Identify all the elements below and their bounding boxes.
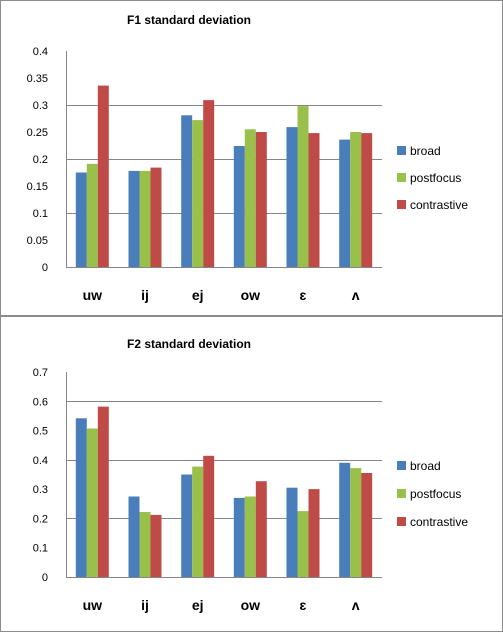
bar-postfocus-4 xyxy=(244,496,256,577)
bar-contrastive-6 xyxy=(361,473,373,577)
bar-postfocus-6 xyxy=(350,132,362,267)
legend-swatch-contrastive xyxy=(397,200,406,209)
bar-contrastive-4 xyxy=(255,132,267,267)
legend-label-postfocus: postfocus xyxy=(410,171,461,185)
bar-broad-3 xyxy=(181,474,193,577)
bar-postfocus-3 xyxy=(192,120,204,267)
bar-postfocus-6 xyxy=(350,468,362,577)
y-tick-label: 0 xyxy=(42,262,48,274)
bar-broad-6 xyxy=(339,139,351,267)
y-tick-label: 0.2 xyxy=(33,513,48,525)
legend: broad postfocus contrastive xyxy=(397,144,468,212)
bar-broad-3 xyxy=(181,115,193,267)
bar-broad-2 xyxy=(128,170,140,267)
bar-contrastive-1 xyxy=(97,406,109,577)
legend-swatch-postfocus xyxy=(397,489,406,498)
y-tick-label: 0.4 xyxy=(33,46,48,58)
y-tick-label: 0.35 xyxy=(27,73,48,85)
legend: broad postfocus contrastive xyxy=(397,459,468,529)
bar-broad-4 xyxy=(233,497,245,577)
bar-postfocus-1 xyxy=(86,163,98,267)
chart-title: F1 standard deviation xyxy=(127,13,251,27)
bar-broad-2 xyxy=(128,496,140,577)
y-tick-label: 0.3 xyxy=(33,100,48,112)
y-tick-label: 0.1 xyxy=(33,208,48,220)
legend-label-broad: broad xyxy=(410,144,441,158)
bar-contrastive-2 xyxy=(150,514,162,577)
legend-swatch-broad xyxy=(397,146,406,155)
bar-contrastive-2 xyxy=(150,167,162,267)
legend-label-broad: broad xyxy=(410,459,441,473)
y-tick-label: 0.6 xyxy=(33,396,48,408)
bar-contrastive-3 xyxy=(203,100,215,267)
chart-panel-2: F2 standard deviation 0 0.1 0.2 0.3 0.4 0.5 0.6… xyxy=(0,316,503,632)
x-category-label: ɛ xyxy=(300,287,307,303)
legend-label-contrastive: contrastive xyxy=(410,515,468,529)
legend-label-contrastive: contrastive xyxy=(410,198,468,212)
bar-postfocus-5 xyxy=(297,106,309,267)
x-category-label: ʌ xyxy=(352,597,360,613)
bar-broad-6 xyxy=(339,462,351,577)
x-category-label: ɛ xyxy=(300,597,307,613)
y-tick-label: 0.25 xyxy=(27,127,48,139)
chart-panel-1: F1 standard deviation 0 0.05 0.1 0.15 0.2 0.25… xyxy=(0,0,503,316)
bar-postfocus-1 xyxy=(86,428,98,577)
y-tick-label: 0.5 xyxy=(33,426,48,438)
bar-postfocus-3 xyxy=(192,466,204,577)
y-tick-label: 0.05 xyxy=(27,235,48,247)
x-category-label: ij xyxy=(141,287,149,303)
chart-title: F2 standard deviation xyxy=(127,337,251,351)
x-category-label: uw xyxy=(83,287,103,303)
legend-swatch-postfocus xyxy=(397,173,406,182)
y-tick-label: 0.3 xyxy=(33,484,48,496)
x-category-label: ej xyxy=(192,597,204,613)
bar-broad-5 xyxy=(286,127,298,267)
legend-label-postfocus: postfocus xyxy=(410,487,461,501)
bar-postfocus-2 xyxy=(139,170,151,267)
bar-contrastive-3 xyxy=(203,455,215,577)
y-tick-label: 0.7 xyxy=(33,367,48,379)
x-category-label: uw xyxy=(83,597,103,613)
legend-swatch-broad xyxy=(397,461,406,470)
bar-contrastive-5 xyxy=(308,489,320,577)
bar-postfocus-2 xyxy=(139,512,151,577)
x-category-label: ij xyxy=(141,597,149,613)
bar-contrastive-4 xyxy=(255,481,267,577)
y-tick-label: 0.2 xyxy=(33,154,48,166)
y-tick-label: 0.4 xyxy=(33,455,48,467)
bar-broad-4 xyxy=(233,146,245,267)
bar-contrastive-1 xyxy=(97,85,109,267)
legend-swatch-contrastive xyxy=(397,517,406,526)
y-tick-label: 0 xyxy=(42,572,48,584)
x-category-label: ow xyxy=(241,287,261,303)
bar-broad-5 xyxy=(286,487,298,577)
bar-broad-1 xyxy=(75,172,87,267)
bar-broad-1 xyxy=(75,418,87,577)
x-category-label: ej xyxy=(192,287,204,303)
bar-postfocus-4 xyxy=(244,129,256,267)
bar-contrastive-5 xyxy=(308,133,320,267)
y-tick-label: 0.15 xyxy=(27,181,48,193)
y-tick-label: 0.1 xyxy=(33,543,48,555)
bar-postfocus-5 xyxy=(297,511,309,577)
bar-contrastive-6 xyxy=(361,133,373,267)
x-category-label: ʌ xyxy=(352,287,360,303)
x-category-label: ow xyxy=(241,597,261,613)
